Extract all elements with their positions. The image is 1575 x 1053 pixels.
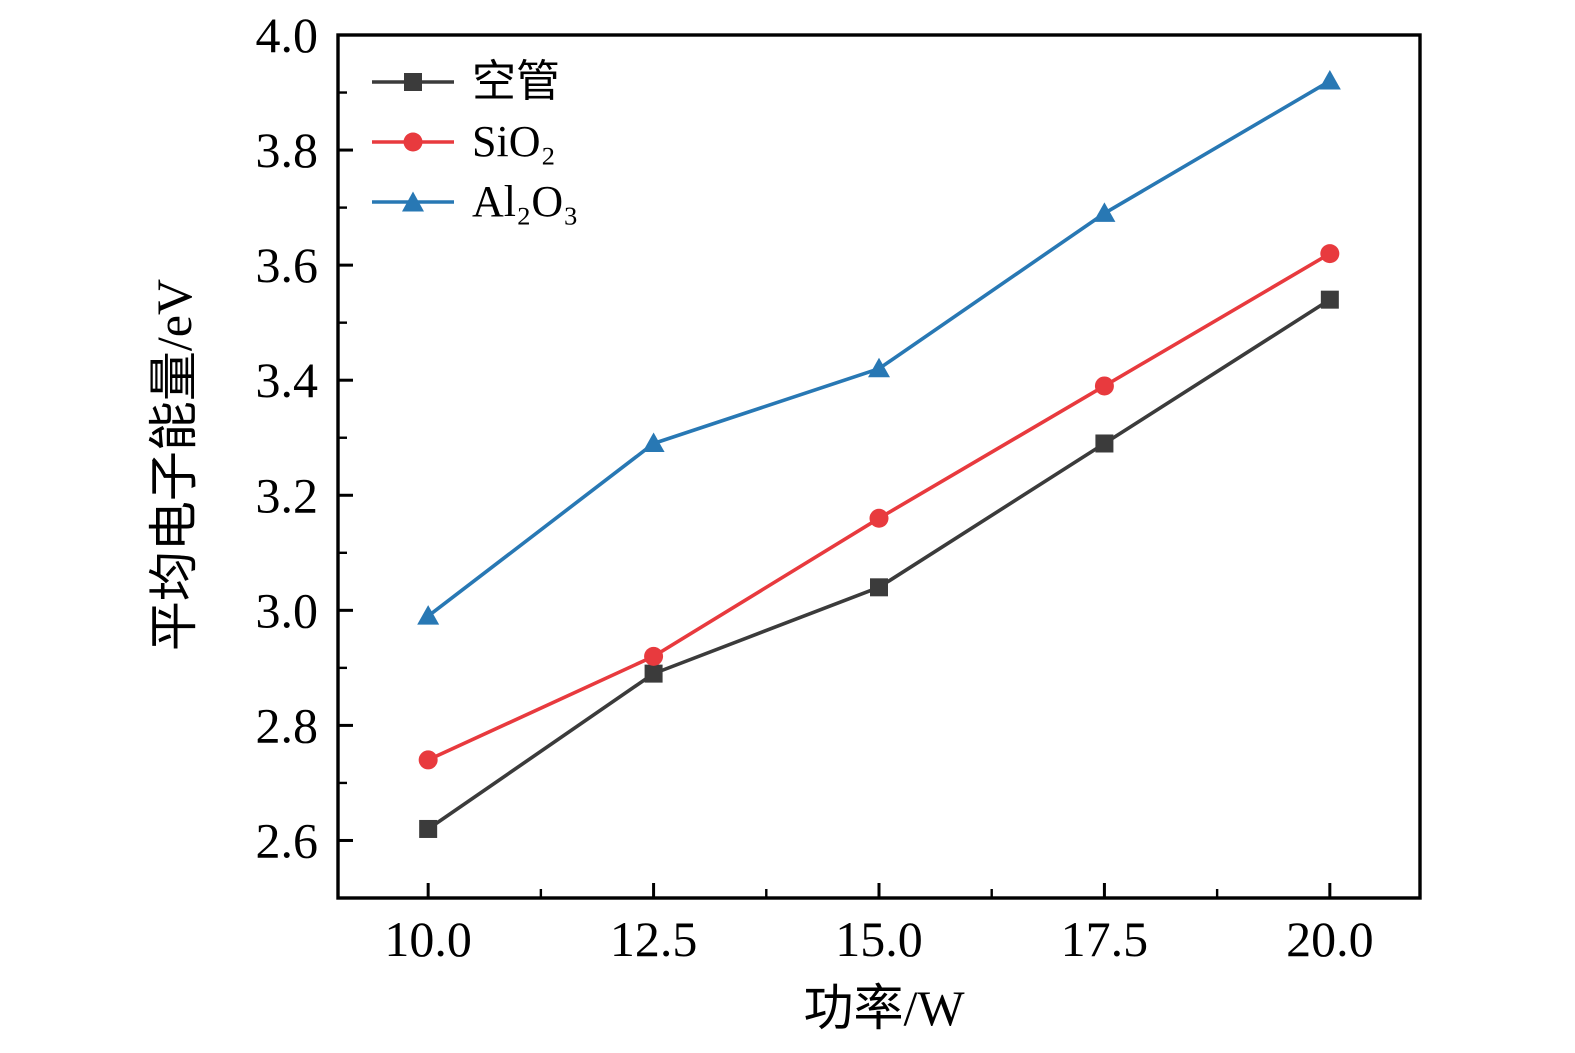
marker-circle (1320, 244, 1340, 264)
y-tick-label: 3.0 (256, 582, 319, 638)
y-tick-label: 3.6 (256, 237, 319, 293)
y-tick-label: 2.6 (256, 812, 319, 868)
y-axis-label: 平均电子能量/eV (146, 278, 202, 652)
x-tick-label: 12.5 (610, 911, 698, 967)
marker-square (870, 578, 888, 597)
marker-triangle (1093, 202, 1116, 222)
marker-circle (644, 646, 664, 666)
marker-triangle (1318, 70, 1341, 90)
marker-triangle (868, 357, 890, 378)
x-tick-label: 20.0 (1286, 911, 1374, 967)
legend: 空管 SiO₂ Al₂O₃ (372, 52, 578, 232)
x-axis-label: 功率/W (803, 980, 965, 1036)
y-tick-label: 4.0 (256, 7, 319, 63)
marker-triangle (417, 605, 440, 625)
legend-label: SiO₂ (472, 117, 556, 166)
series-line-1 (427, 252, 1331, 762)
series-line-0 (427, 298, 1331, 831)
legend-label: Al₂O₃ (472, 177, 579, 226)
marker-square (1095, 434, 1114, 453)
legend-square-marker-icon (372, 73, 454, 91)
legend-triangle-marker-icon (372, 191, 454, 212)
y-tick-label: 3.8 (256, 122, 319, 178)
marker-circle (869, 508, 889, 528)
legend-item-sio2: SiO₂ (372, 112, 578, 172)
legend-item-empty-tube: 空管 (372, 52, 578, 112)
legend-item-al2o3: Al₂O₃ (372, 172, 578, 232)
y-tick-label: 3.2 (256, 467, 319, 523)
legend-circle-marker-icon (372, 132, 454, 152)
x-tick-label: 15.0 (835, 911, 923, 967)
marker-triangle (642, 432, 665, 452)
y-tick-label: 2.8 (256, 697, 319, 753)
marker-square (1320, 290, 1339, 309)
plot-frame (336, 33, 1422, 900)
marker-square (644, 664, 663, 683)
y-tick-label: 3.4 (256, 352, 319, 408)
marker-circle (418, 750, 438, 770)
x-tick-label: 17.5 (1061, 911, 1149, 967)
marker-circle (1094, 376, 1114, 396)
marker-square (419, 819, 438, 838)
x-tick-label: 10.0 (384, 911, 472, 967)
legend-label: 空管 (472, 57, 560, 106)
